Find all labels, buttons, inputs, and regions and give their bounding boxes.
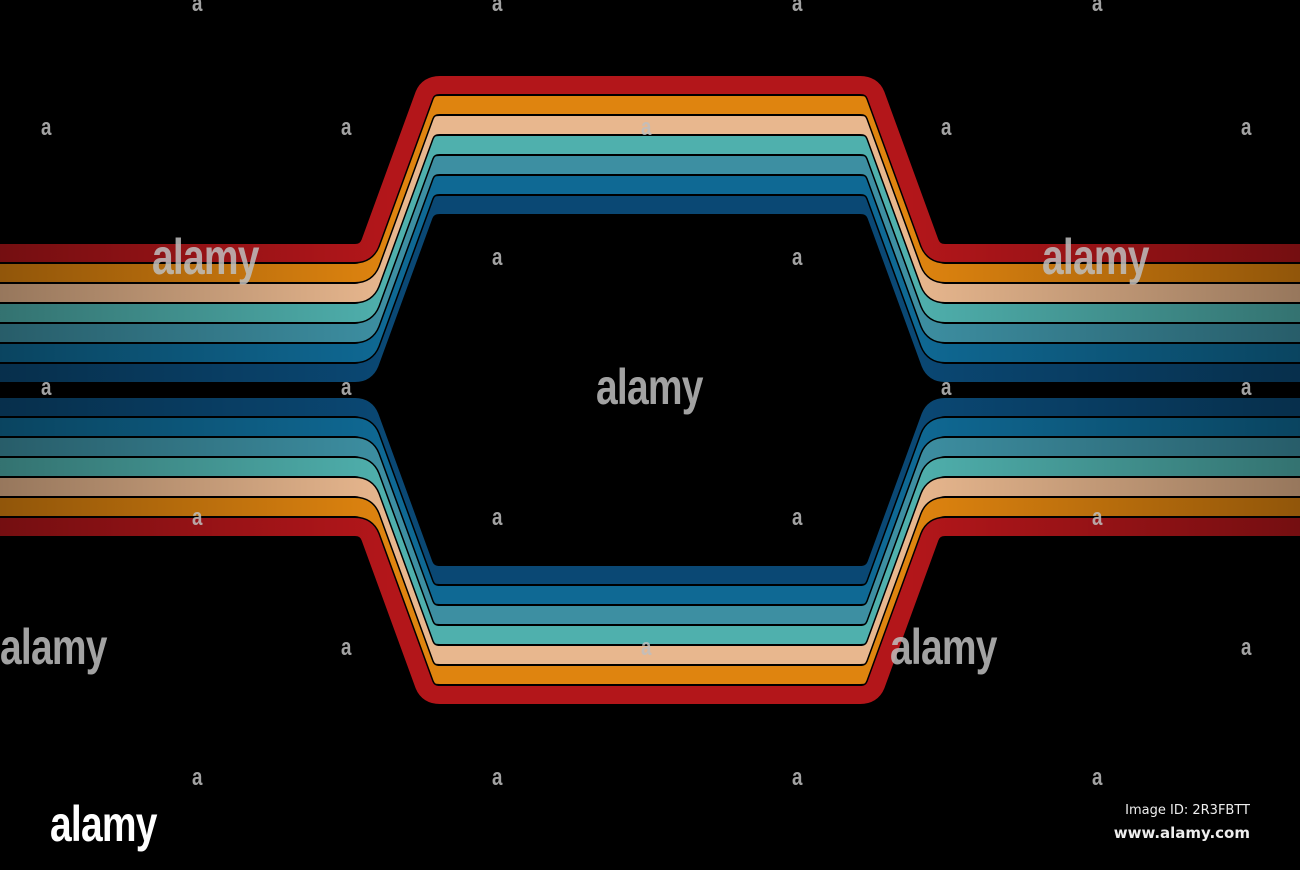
- watermark-letter: a: [341, 114, 351, 141]
- watermark-letter: a: [1092, 764, 1102, 791]
- watermark-letter: a: [492, 504, 502, 531]
- watermark-letter: a: [1241, 374, 1251, 401]
- watermark-letter: a: [792, 764, 802, 791]
- watermark-letter: a: [41, 114, 51, 141]
- watermark-letter: a: [641, 114, 651, 141]
- watermark-letter: a: [1092, 504, 1102, 531]
- watermark-letter: a: [492, 764, 502, 791]
- watermark-word: alamy: [1042, 229, 1149, 285]
- watermark-word: alamy: [596, 359, 703, 415]
- watermark-letter: a: [941, 114, 951, 141]
- watermark-letter: a: [792, 244, 802, 271]
- watermark-letter: a: [192, 764, 202, 791]
- watermark-word: alamy: [890, 619, 997, 675]
- watermark-letter: a: [792, 0, 802, 17]
- watermark-letter: a: [492, 244, 502, 271]
- watermark-letter: a: [492, 0, 502, 17]
- watermark-letter: a: [1092, 0, 1102, 17]
- watermark-letter: a: [341, 374, 351, 401]
- watermark-letter: a: [1241, 114, 1251, 141]
- watermark-letter: a: [941, 374, 951, 401]
- watermark-letter: a: [341, 634, 351, 661]
- image-credit: Image ID: 2R3FBTT www.alamy.com: [1114, 803, 1250, 842]
- image-id: Image ID: 2R3FBTT: [1125, 803, 1250, 818]
- site-url: www.alamy.com: [1113, 824, 1250, 842]
- watermark-letter: a: [192, 504, 202, 531]
- alamy-logo: alamy: [50, 796, 157, 852]
- watermark-letter: a: [792, 504, 802, 531]
- watermark-letter: a: [41, 374, 51, 401]
- watermark-letter: a: [1241, 634, 1251, 661]
- watermark-word: alamy: [0, 619, 107, 675]
- watermark-letter: a: [192, 0, 202, 17]
- watermark-letter: a: [641, 634, 651, 661]
- watermark-word: alamy: [152, 229, 259, 285]
